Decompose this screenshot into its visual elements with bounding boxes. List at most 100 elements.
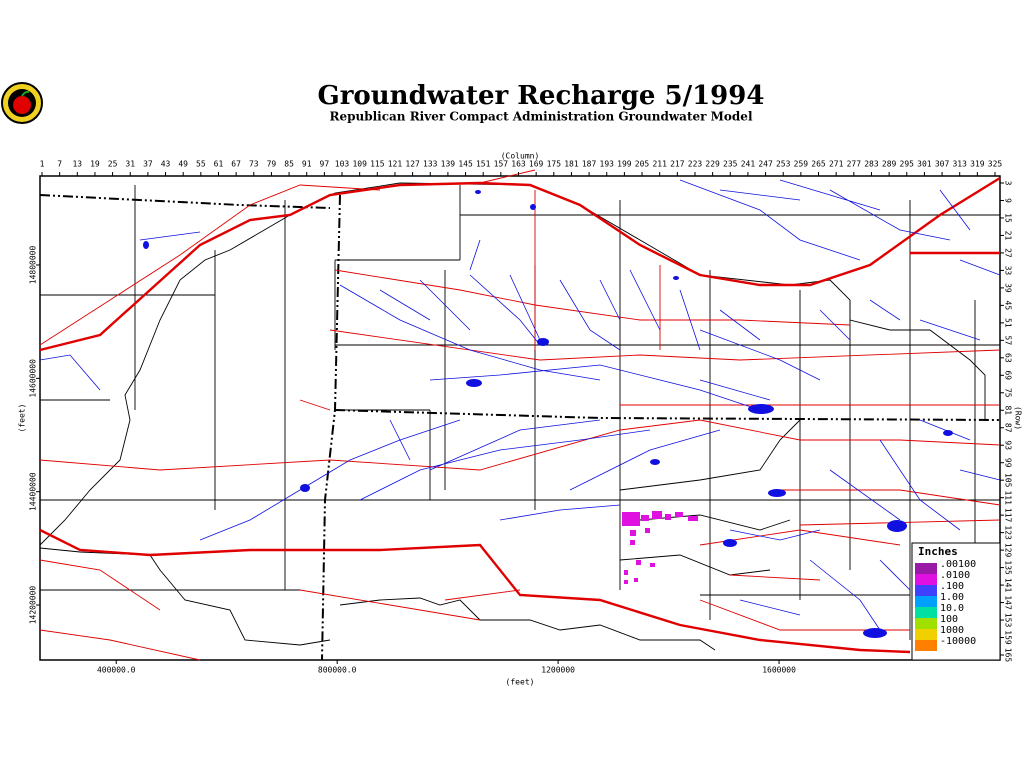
column-tick-label: 91 (302, 160, 312, 169)
legend-title: Inches (918, 545, 958, 558)
row-tick-label: 9 (1004, 198, 1013, 203)
column-tick-label: 31 (125, 160, 135, 169)
y-axis-label: (feet) (18, 404, 27, 433)
logo (1, 82, 43, 124)
column-tick-label: 79 (267, 160, 277, 169)
column-tick-label: 133 (423, 160, 438, 169)
column-tick-label: 265 (811, 160, 826, 169)
legend-swatch (915, 574, 937, 585)
row-tick-label: 165 (1004, 648, 1013, 663)
column-tick-label: 151 (476, 160, 491, 169)
row-tick-label: 135 (1004, 560, 1013, 575)
column-tick-label: 277 (847, 160, 862, 169)
column-tick-label: 43 (161, 160, 171, 169)
row-label: (Row) (1014, 406, 1023, 430)
column-tick-label: 217 (670, 160, 685, 169)
x-axis-label: (feet) (506, 678, 535, 687)
column-tick-label: 241 (741, 160, 756, 169)
legend-swatch (915, 640, 937, 651)
row-tick-label: 63 (1004, 353, 1013, 363)
row-tick-label: 153 (1004, 613, 1013, 628)
column-tick-label: 67 (231, 160, 241, 169)
row-tick-label: 3 (1004, 181, 1013, 186)
column-tick-label: 247 (758, 160, 773, 169)
column-tick-label: 307 (935, 160, 950, 169)
column-tick-label: 1 (40, 160, 45, 169)
subtitle: Republican River Compact Administration … (329, 110, 752, 124)
column-tick-label: 325 (988, 160, 1003, 169)
row-tick-label: 45 (1004, 301, 1013, 311)
column-tick-label: 295 (900, 160, 915, 169)
column-tick-label: 85 (284, 160, 294, 169)
row-tick-label: 147 (1004, 595, 1013, 610)
column-tick-label: 319 (970, 160, 985, 169)
x-tick-label: 800000.0 (318, 666, 357, 675)
y-tick-label: 14800000 (29, 246, 38, 285)
legend-swatch (915, 618, 937, 629)
column-tick-label: 199 (617, 160, 632, 169)
column-tick-label: 73 (249, 160, 259, 169)
column-tick-label: 163 (511, 160, 526, 169)
row-tick-label: 69 (1004, 370, 1013, 380)
legend-swatch (915, 596, 937, 607)
legend-label: 1000 (940, 625, 964, 636)
column-tick-label: 187 (582, 160, 597, 169)
legend-label: .0100 (940, 570, 970, 581)
y-tick-label: 14200000 (29, 586, 38, 625)
column-tick-label: 193 (600, 160, 615, 169)
row-tick-label: 123 (1004, 525, 1013, 540)
column-tick-label: 283 (864, 160, 879, 169)
column-tick-label: 13 (72, 160, 82, 169)
legend-swatch (915, 607, 937, 618)
legend-swatch (915, 563, 937, 574)
column-tick-label: 61 (214, 160, 224, 169)
column-tick-label: 301 (917, 160, 932, 169)
row-tick-label: 129 (1004, 543, 1013, 558)
row-tick-label: 51 (1004, 318, 1013, 328)
row-tick-label: 75 (1004, 388, 1013, 398)
row-tick-label: 159 (1004, 630, 1013, 645)
row-tick-label: 81 (1004, 405, 1013, 415)
legend-label: .100 (940, 581, 964, 592)
y-tick-label: 14400000 (29, 472, 38, 511)
column-tick-label: 229 (705, 160, 720, 169)
row-tick-label: 21 (1004, 231, 1013, 241)
row-tick-label: 57 (1004, 336, 1013, 346)
row-tick-label: 27 (1004, 248, 1013, 258)
column-tick-label: 271 (829, 160, 844, 169)
column-tick-label: 139 (441, 160, 456, 169)
column-tick-label: 223 (688, 160, 703, 169)
legend-swatch (915, 629, 937, 640)
row-tick-label: 141 (1004, 578, 1013, 593)
title: Groundwater Recharge 5/1994 (318, 81, 765, 111)
legend-label: .00100 (940, 559, 976, 570)
row-tick-label: 33 (1004, 266, 1013, 276)
column-tick-label: 25 (108, 160, 118, 169)
column-tick-label: 49 (178, 160, 188, 169)
column-tick-label: 19 (90, 160, 100, 169)
y-tick-label: 14600000 (29, 359, 38, 398)
column-tick-label: 55 (196, 160, 206, 169)
column-tick-label: 211 (652, 160, 667, 169)
row-tick-label: 105 (1004, 473, 1013, 488)
row-tick-label: 15 (1004, 213, 1013, 223)
legend-label: 1.00 (940, 592, 964, 603)
legend-swatch (915, 585, 937, 596)
legend-label: -10000 (940, 636, 976, 647)
x-tick-label: 1200000 (541, 666, 575, 675)
x-tick-label: 400000.0 (97, 666, 136, 675)
column-tick-label: 115 (370, 160, 385, 169)
column-tick-label: 289 (882, 160, 897, 169)
row-tick-label: 117 (1004, 508, 1013, 523)
column-tick-label: 313 (952, 160, 967, 169)
column-tick-label: 253 (776, 160, 791, 169)
column-tick-label: 145 (458, 160, 473, 169)
x-tick-label: 1600000 (762, 666, 796, 675)
column-tick-label: 235 (723, 160, 738, 169)
column-tick-label: 205 (635, 160, 650, 169)
column-tick-label: 7 (57, 160, 62, 169)
row-tick-label: 39 (1004, 283, 1013, 293)
